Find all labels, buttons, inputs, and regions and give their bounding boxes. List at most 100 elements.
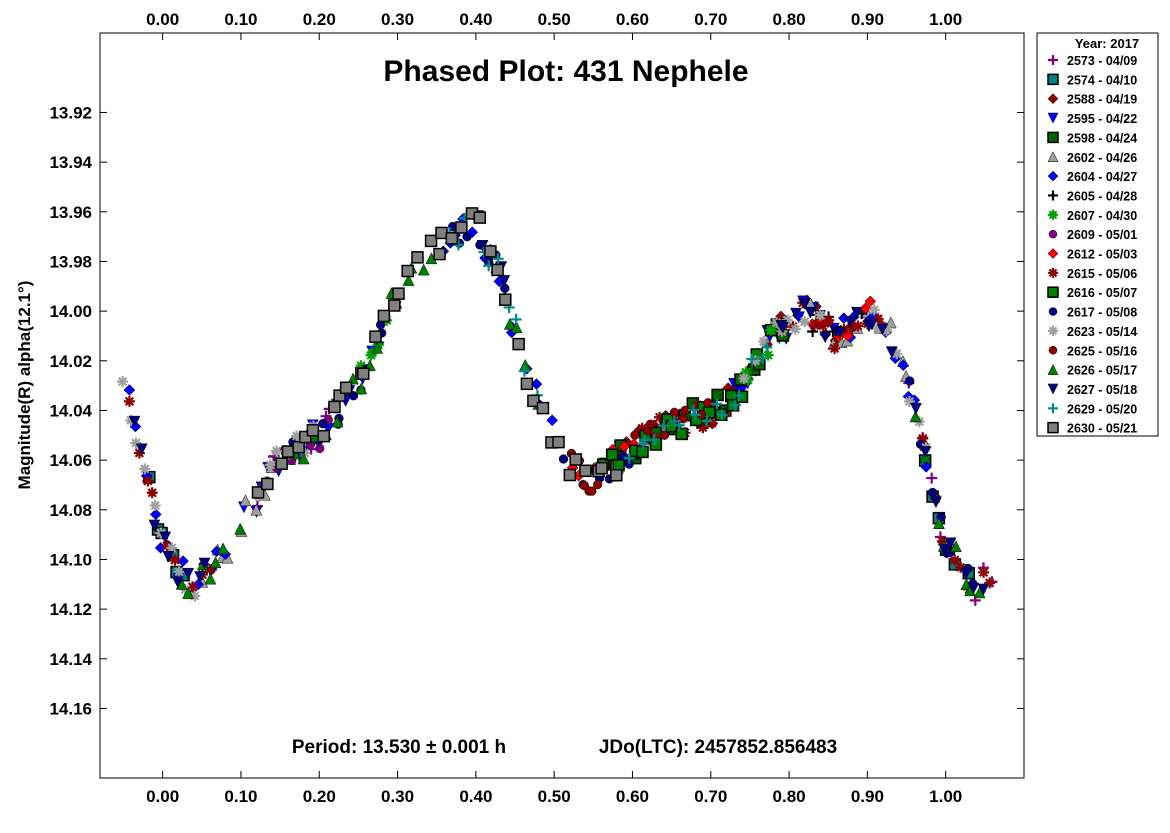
legend-marker [1048,346,1058,355]
series-2623-05-14 [117,304,932,602]
data-point [217,542,230,555]
data-point [610,468,623,482]
legend-marker [1047,131,1059,144]
data-point [401,264,414,278]
x-tick-label-bottom: 0.20 [303,787,336,806]
legend-label: 2605 - 04/28 [1067,189,1137,203]
data-point [491,263,504,277]
data-point [757,352,769,364]
data-point [388,299,401,312]
data-point [499,293,512,306]
data-point [735,390,749,403]
data-point [814,309,826,321]
data-point [411,251,424,264]
legend-entry: 2595 - 04/22 [1047,112,1137,126]
y-tick-label: 14.14 [49,650,92,669]
y-axis-label: Magnitude(R) alpha(12.1°) [15,281,34,490]
x-tick-label-top: 0.50 [538,10,571,29]
x-tick-label-bottom: 1.00 [929,787,962,806]
data-point [424,234,438,248]
data-point [595,461,608,475]
legend-entry: 2615 - 05/06 [1048,267,1137,281]
data-point [949,554,961,566]
epoch-annotation: JDo(LTC): 2457852.856483 [599,737,837,758]
data-point [762,349,774,361]
data-point [558,454,569,464]
data-point [162,550,175,563]
legend-entry: 2630 - 05/21 [1047,421,1137,436]
x-tick-label-top: 0.10 [224,10,257,29]
data-point [452,239,464,251]
x-tick-label-bottom: 0.30 [381,787,414,806]
data-point [339,381,353,395]
legend-entry: 2609 - 05/01 [1048,228,1137,242]
legend-marker [1047,364,1059,375]
data-point [701,415,713,427]
data-point [355,382,368,395]
data-point [333,389,346,402]
x-tick-label-top: 0.60 [616,10,649,29]
x-tick-label-top: 0.90 [851,10,884,29]
data-point [328,400,341,414]
y-tick-label: 14.12 [49,600,92,619]
data-point [927,487,938,498]
legend-marker [1048,190,1058,201]
data-point [926,472,938,484]
data-point [636,422,648,434]
x-tick-label-bottom: 0.60 [616,787,649,806]
data-point [960,567,972,580]
data-point [264,459,276,471]
x-tick-label-bottom: 0.10 [224,787,257,806]
data-point [139,463,151,475]
legend-label: 2588 - 04/19 [1067,93,1137,107]
x-tick-label-top: 0.00 [146,10,179,29]
legend-entry: 2598 - 04/24 [1047,131,1137,145]
y-tick-label: 13.98 [49,252,92,271]
data-point [809,319,821,331]
data-point [569,453,582,466]
legend-label: 2623 - 05/14 [1067,325,1137,339]
data-point [846,321,858,333]
data-point [159,531,172,544]
data-point [123,384,136,396]
legend-marker [1047,421,1059,434]
data-point [659,430,670,440]
data-point [742,374,754,386]
data-point [512,337,525,351]
data-point [852,320,864,332]
data-point [455,221,468,234]
data-point [703,398,713,408]
data-point [711,398,723,410]
data-point [910,402,922,415]
legend-label: 2616 - 05/07 [1067,286,1137,300]
legend-entry: 2605 - 04/28 [1048,189,1137,203]
legend-marker [1048,229,1058,239]
legend-label: 2617 - 05/08 [1067,306,1137,320]
data-point [492,253,504,265]
data-point [903,396,915,408]
data-point [473,211,487,224]
data-point [435,226,448,240]
data-point [978,566,990,578]
legend-marker [1047,112,1059,124]
legend-marker [1047,383,1059,395]
legend-marker [1048,209,1058,220]
data-point [746,353,758,365]
data-point [331,415,344,428]
data-point [944,537,957,550]
legend-entry: 2604 - 04/27 [1047,170,1137,184]
data-point [299,430,312,444]
data-point [261,477,274,491]
data-point [318,419,328,429]
data-point [563,468,577,482]
legend-entry: 2616 - 05/07 [1047,286,1137,300]
legend-label: 2609 - 05/01 [1067,228,1137,242]
data-point [149,499,161,511]
data-point [510,321,523,334]
data-point [392,287,405,300]
data-point [765,324,777,336]
data-point [182,567,195,580]
data-point [587,486,597,496]
x-tick-label-top: 0.20 [303,10,336,29]
